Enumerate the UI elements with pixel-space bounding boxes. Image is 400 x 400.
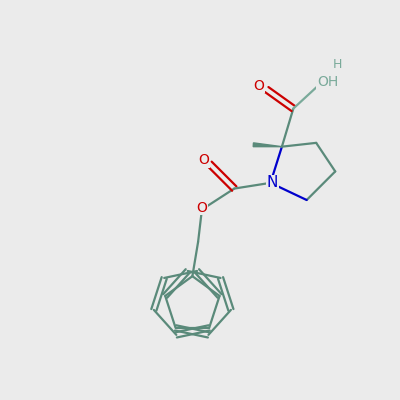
Text: OH: OH — [317, 75, 338, 89]
Text: N: N — [267, 175, 278, 190]
Text: O: O — [198, 153, 209, 167]
Text: O: O — [254, 79, 264, 93]
Polygon shape — [253, 143, 282, 147]
Text: H: H — [333, 58, 342, 71]
Text: O: O — [196, 201, 207, 215]
